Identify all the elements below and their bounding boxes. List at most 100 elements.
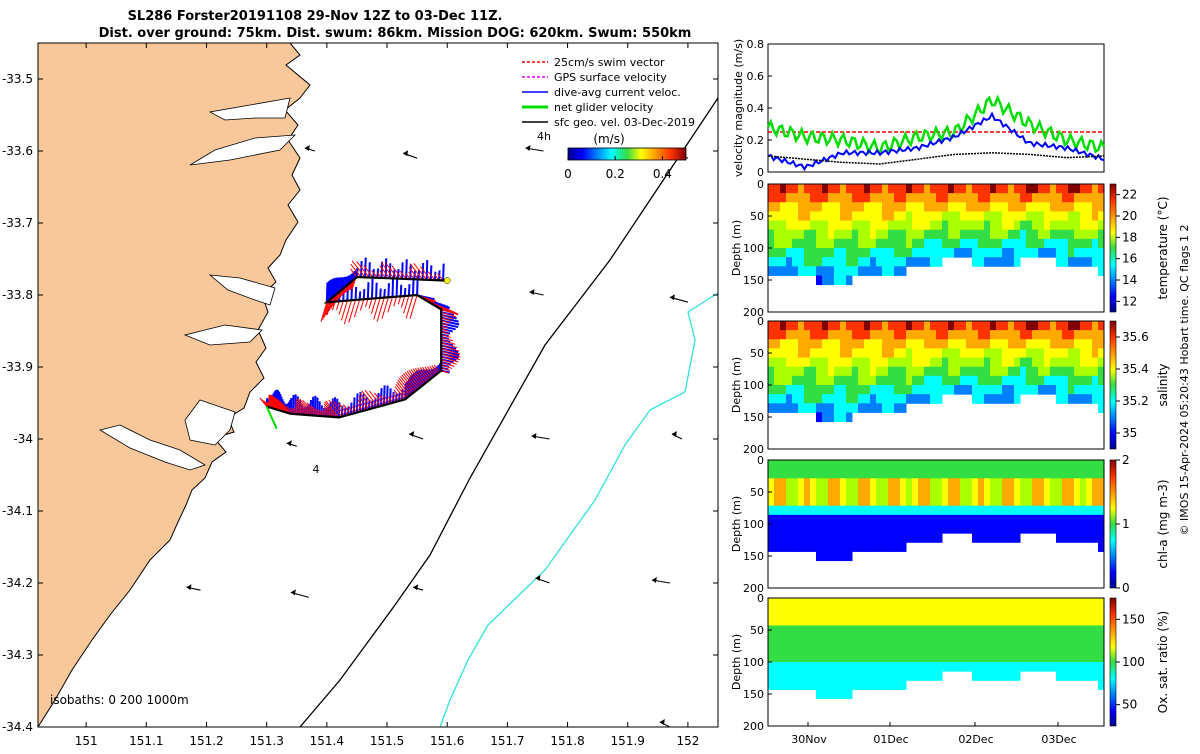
section-cell: [990, 202, 997, 212]
section-cell: [1014, 184, 1021, 194]
section-cell: [864, 469, 871, 479]
section-cell: [858, 607, 865, 617]
section-cell: [1008, 662, 1015, 672]
section-cell: [1014, 357, 1021, 368]
section-cell: [984, 533, 991, 543]
section-cell: [906, 625, 913, 636]
section-cell: [1074, 505, 1081, 516]
geo-arrow-head: [531, 433, 537, 439]
section-cell: [1092, 505, 1099, 516]
swim-vector: [409, 263, 423, 280]
section-cell: [780, 469, 787, 479]
section-cell: [984, 616, 991, 626]
section-cell: [930, 339, 937, 349]
section-cell: [1044, 496, 1051, 507]
section-cell: [990, 238, 997, 249]
section-cell: [918, 616, 925, 626]
section-cell: [1086, 375, 1093, 386]
section-cell: [960, 202, 967, 212]
section-cell: [876, 375, 883, 386]
section-cell: [870, 496, 877, 507]
colorbar-tick-label: 35.4: [1122, 362, 1149, 376]
section-cell: [978, 211, 985, 222]
section-cell: [1044, 643, 1051, 654]
section-cell: [1080, 598, 1087, 608]
section-cell: [876, 662, 883, 672]
section-cell: [942, 607, 949, 617]
section-cell: [900, 607, 907, 617]
section-cell: [1068, 330, 1075, 340]
section-cell: [804, 634, 811, 645]
section-cell: [978, 662, 985, 672]
section-cell: [870, 524, 877, 534]
section-cell: [1032, 375, 1039, 386]
depth-tick-label: 50: [750, 210, 764, 223]
section-cell: [1068, 634, 1075, 645]
section-cell: [930, 662, 937, 672]
section-cell: [804, 460, 811, 470]
section-cell: [1062, 385, 1069, 395]
section-cell: [966, 598, 973, 608]
section-cell: [876, 403, 883, 413]
section-cell: [804, 671, 811, 681]
section-cell: [960, 321, 967, 331]
section-cell: [912, 211, 919, 222]
section-cell: [852, 487, 859, 498]
section-cell: [900, 211, 907, 222]
section-cell: [1044, 321, 1051, 331]
section-cell: [786, 662, 793, 672]
section-cell: [984, 598, 991, 608]
legend-label: net glider velocity: [554, 101, 654, 114]
section-cell: [798, 366, 805, 377]
section-cell: [786, 266, 793, 276]
section-cell: [882, 680, 889, 690]
section-cell: [1020, 607, 1027, 617]
section-cell: [1092, 643, 1099, 654]
section-cell: [816, 348, 823, 359]
section-cell: [810, 487, 817, 498]
section-cell: [810, 202, 817, 212]
swim-vector: [394, 386, 406, 400]
section-cell: [1026, 616, 1033, 626]
section-cell: [1074, 634, 1081, 645]
colorbar-label: Ox. sat. ratio (%): [1156, 611, 1170, 713]
section-cell: [858, 385, 865, 395]
section-cell: [798, 643, 805, 654]
section-cell: [828, 193, 835, 203]
section-cell: [984, 478, 991, 488]
section-cell: [1074, 460, 1081, 470]
section-cell: [768, 366, 775, 377]
section-cell: [1014, 524, 1021, 534]
section-cell: [1086, 366, 1093, 377]
section-cell: [912, 357, 919, 368]
section-cell: [822, 403, 829, 413]
section-cell: [924, 607, 931, 617]
section-cell: [984, 394, 991, 404]
section-cell: [900, 652, 907, 663]
section-cell: [834, 460, 841, 470]
section-cell: [942, 330, 949, 340]
section-cell: [858, 375, 865, 386]
section-cell: [1014, 211, 1021, 222]
section-cell: [918, 184, 925, 194]
depth-ylabel: Depth (m): [730, 496, 743, 552]
swim-vector: [352, 406, 358, 413]
current-vector: [405, 259, 408, 279]
section-cell: [1032, 238, 1039, 249]
section-cell: [786, 321, 793, 331]
section-cell: [780, 257, 787, 267]
section-cell: [990, 616, 997, 626]
section-cell: [882, 533, 889, 543]
section-cell: [828, 514, 835, 525]
section-cell: [858, 514, 865, 525]
section-cell: [1062, 460, 1069, 470]
section-cell: [900, 394, 907, 404]
section-cell: [780, 330, 787, 340]
section-cell: [1068, 193, 1075, 203]
section-cell: [1080, 220, 1087, 231]
section-cell: [846, 412, 853, 423]
section-cell: [978, 652, 985, 663]
section-cell: [1020, 339, 1027, 349]
section-cell: [774, 533, 781, 543]
section-cell: [1080, 330, 1087, 340]
